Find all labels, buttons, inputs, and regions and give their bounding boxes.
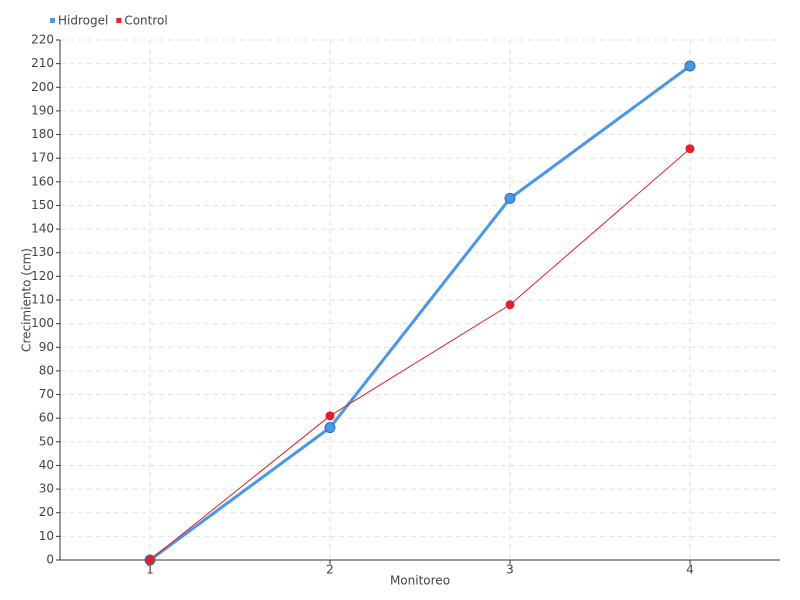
x-tick-label: 4 — [686, 563, 694, 577]
y-tick-label: 0 — [46, 553, 54, 567]
data-point — [325, 411, 335, 421]
y-tick-label: 190 — [31, 103, 54, 117]
legend-label: Hidrogel — [58, 14, 108, 28]
data-point — [504, 192, 516, 204]
y-tick-label: 160 — [31, 174, 54, 188]
data-point — [145, 555, 155, 565]
y-tick-label: 60 — [39, 411, 54, 425]
series-line — [149, 148, 691, 561]
y-tick-label: 100 — [31, 316, 54, 330]
series-line — [149, 64, 691, 562]
y-tick-label: 140 — [31, 222, 54, 236]
x-tick-label: 1 — [146, 563, 154, 577]
y-tick-label: 150 — [31, 198, 54, 212]
y-tick-label: 170 — [31, 151, 54, 165]
y-tick-label: 210 — [31, 56, 54, 70]
y-tick-label: 10 — [39, 529, 54, 543]
y-tick-label: 90 — [39, 340, 54, 354]
y-tick-label: 40 — [39, 458, 54, 472]
data-point — [684, 60, 696, 72]
y-tick-label: 120 — [31, 269, 54, 283]
y-tick-label: 80 — [39, 363, 54, 377]
x-tick-label: 3 — [506, 563, 514, 577]
x-tick-label: 2 — [326, 563, 334, 577]
x-axis-label: Monitoreo — [390, 574, 450, 588]
data-point — [324, 422, 336, 434]
legend-label: Control — [124, 14, 167, 28]
y-tick-label: 180 — [31, 127, 54, 141]
y-tick-label: 20 — [39, 505, 54, 519]
y-tick-label: 130 — [31, 245, 54, 259]
legend-swatch — [50, 18, 55, 23]
y-tick-label: 30 — [39, 482, 54, 496]
y-tick-label: 70 — [39, 387, 54, 401]
y-axis-label: Crecimiento (cm) — [20, 248, 34, 352]
y-tick-label: 220 — [31, 33, 54, 47]
data-point — [685, 144, 695, 154]
y-tick-label: 200 — [31, 80, 54, 94]
data-point — [505, 300, 515, 310]
y-tick-label: 110 — [31, 293, 54, 307]
y-tick-label: 50 — [39, 434, 54, 448]
legend-swatch — [116, 18, 122, 23]
